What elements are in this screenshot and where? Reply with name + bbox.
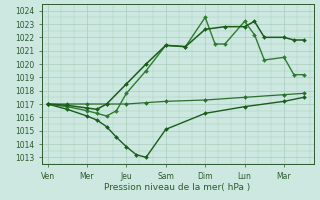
X-axis label: Pression niveau de la mer( hPa ): Pression niveau de la mer( hPa ) [104,183,251,192]
